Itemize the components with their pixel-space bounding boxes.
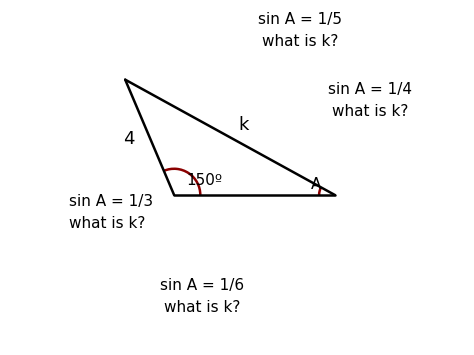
Text: A: A	[310, 177, 321, 192]
Text: sin A = 1/4
what is k?: sin A = 1/4 what is k?	[328, 82, 412, 119]
Text: sin A = 1/3
what is k?: sin A = 1/3 what is k?	[69, 194, 154, 231]
Text: sin A = 1/6
what is k?: sin A = 1/6 what is k?	[160, 278, 244, 315]
Text: k: k	[239, 116, 249, 134]
Text: sin A = 1/5
what is k?: sin A = 1/5 what is k?	[258, 12, 342, 49]
Text: 150º: 150º	[186, 174, 222, 189]
Text: 4: 4	[123, 130, 135, 148]
